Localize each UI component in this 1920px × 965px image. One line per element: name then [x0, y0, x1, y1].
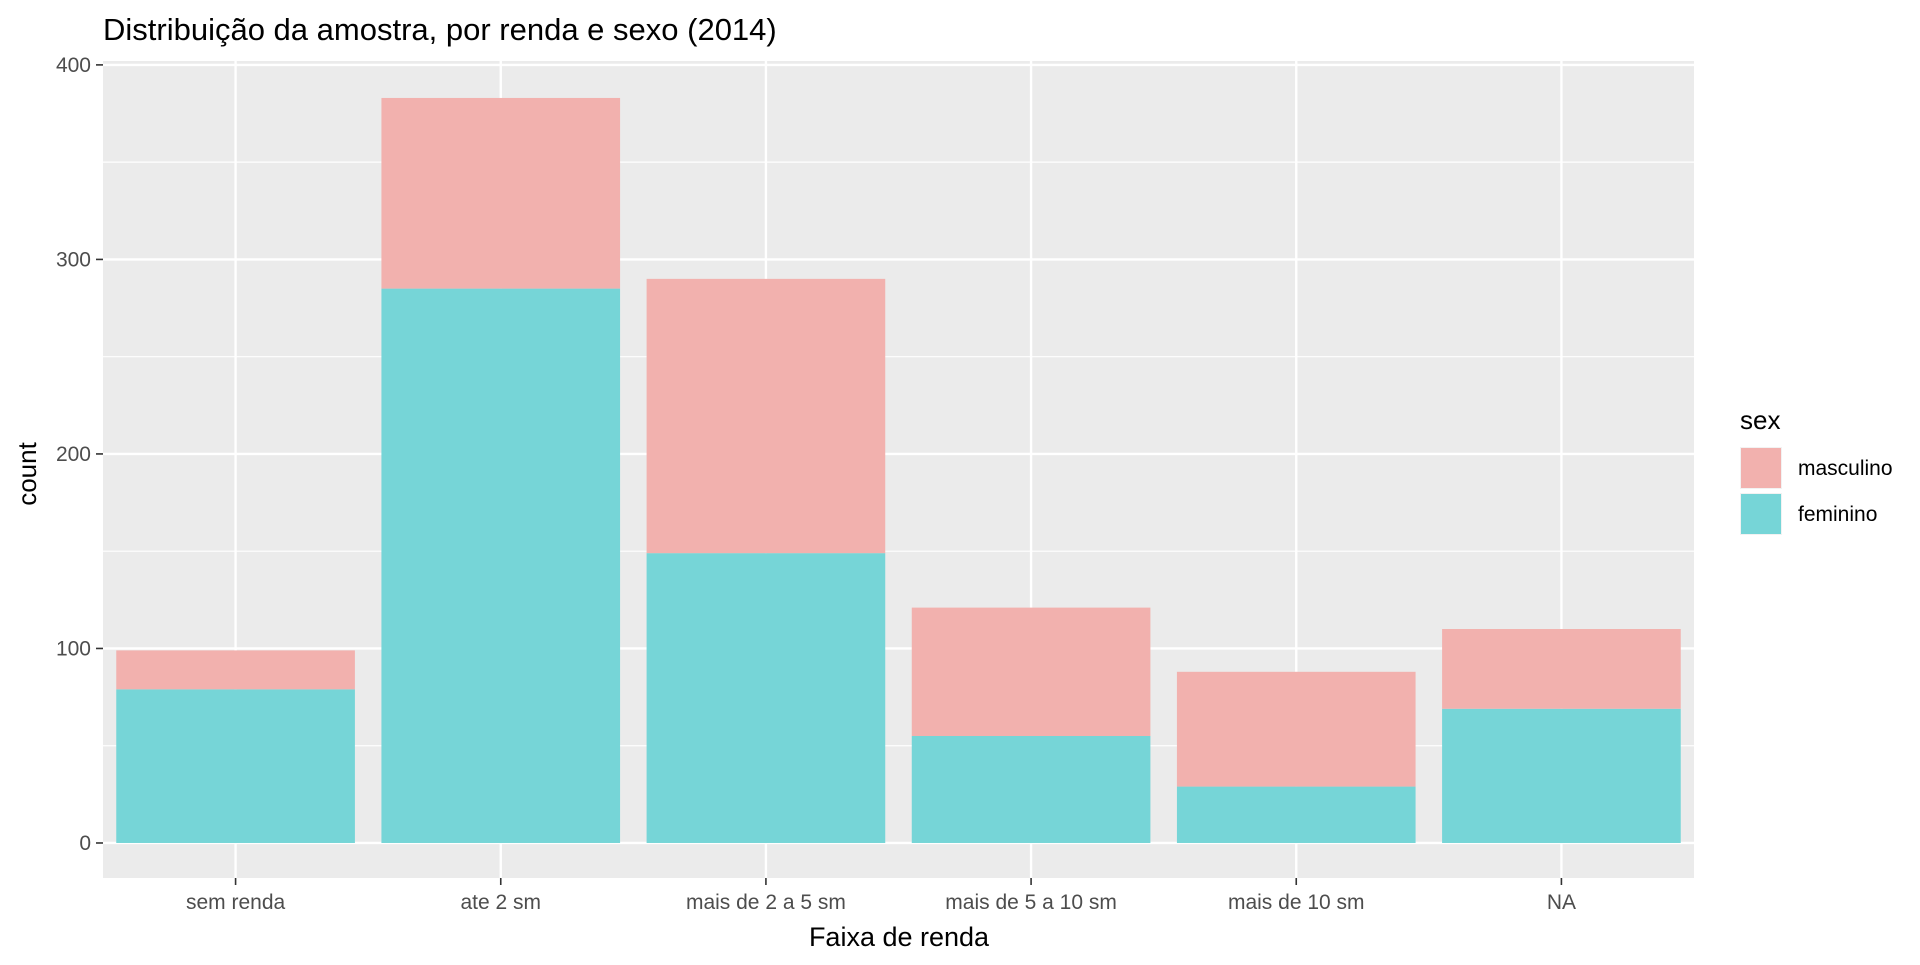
x-tick-label: mais de 10 sm	[1228, 891, 1365, 914]
x-axis-label: Faixa de renda	[809, 922, 990, 952]
chart-title: Distribuição da amostra, por renda e sex…	[103, 12, 777, 47]
bar-feminino-3	[911, 735, 1151, 843]
bar-feminino-5	[1442, 708, 1681, 843]
bar-masculino-3	[911, 607, 1151, 736]
y-axis-label: count	[12, 441, 42, 505]
x-tick-label: NA	[1547, 891, 1576, 914]
y-axis: 0 100 200 300 400	[56, 54, 103, 855]
legend-label-feminino: feminino	[1798, 503, 1877, 526]
bar-masculino-2	[646, 278, 886, 554]
bar-feminino-1	[381, 288, 621, 843]
bar-feminino-4	[1176, 786, 1416, 843]
legend-swatch-feminino	[1741, 494, 1781, 534]
bar-feminino-2	[646, 553, 886, 843]
legend-label-masculino: masculino	[1798, 457, 1893, 480]
bar-masculino-5	[1442, 629, 1681, 709]
y-tick-label: 400	[56, 54, 91, 77]
bar-feminino-0	[116, 689, 355, 843]
x-axis: sem renda ate 2 sm mais de 2 a 5 sm mais de…	[186, 878, 1576, 914]
plot-panel	[103, 61, 1694, 878]
y-tick-label: 200	[56, 443, 91, 466]
x-tick-label: sem renda	[186, 891, 286, 914]
bar-masculino-4	[1176, 671, 1416, 787]
bars-layer	[116, 97, 1681, 843]
y-tick-label: 0	[79, 832, 91, 855]
legend: sex masculino feminino	[1740, 405, 1893, 535]
bar-masculino-1	[381, 97, 621, 289]
bar-masculino-0	[116, 650, 355, 690]
y-tick-label: 300	[56, 248, 91, 271]
x-tick-label: mais de 5 a 10 sm	[945, 891, 1117, 914]
x-tick-label: ate 2 sm	[460, 891, 541, 914]
y-tick-label: 100	[56, 637, 91, 660]
legend-title: sex	[1740, 405, 1780, 435]
minor-gridlines	[103, 161, 1694, 747]
legend-swatch-masculino	[1741, 448, 1781, 488]
x-tick-label: mais de 2 a 5 sm	[686, 891, 846, 914]
